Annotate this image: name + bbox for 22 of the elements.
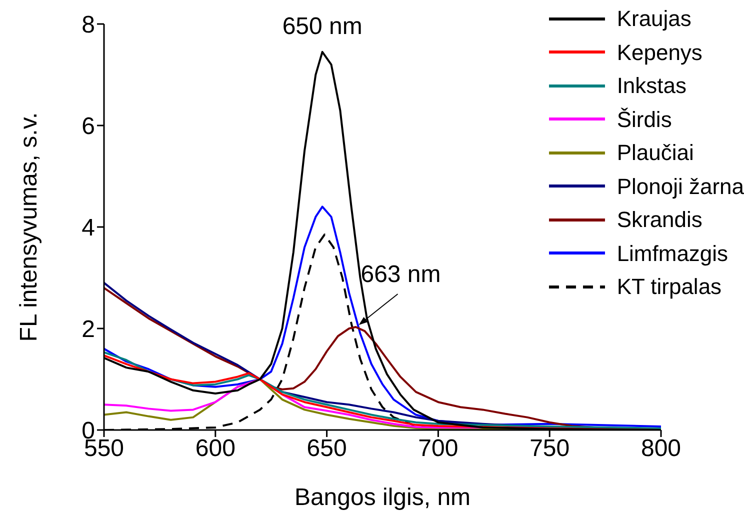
y-tick-label: 4 [82, 214, 95, 242]
legend-label: Limfmazgis [616, 240, 728, 268]
y-tick-label: 2 [82, 316, 95, 344]
legend-label: Skrandis [616, 206, 702, 234]
y-tick-label: 6 [82, 113, 95, 140]
legend-label: Plonoji žarna [616, 172, 744, 201]
annotation: 650 nm [282, 12, 362, 40]
legend-label: Širdis [616, 106, 672, 134]
legend-label: Plaučiai [616, 139, 694, 167]
x-tick-label: 750 [530, 435, 570, 462]
legend-label: Kraujas [616, 5, 692, 33]
x-tick-label: 700 [418, 435, 458, 462]
legend-label: Inkstas [616, 72, 687, 100]
y-tick-label: 8 [82, 12, 95, 39]
x-tick-label: 600 [195, 435, 236, 462]
x-axis-title: Bangos ilgis, nm [294, 484, 471, 511]
legend-label: KT tirpalas [616, 273, 722, 301]
annotation: 663 nm [360, 260, 441, 288]
x-tick-label: 800 [640, 435, 682, 462]
y-axis-title: FL intensyvumas, s.v. [16, 112, 43, 342]
x-tick-label: 650 [306, 435, 347, 462]
legend-label: Kepenys [616, 38, 702, 67]
